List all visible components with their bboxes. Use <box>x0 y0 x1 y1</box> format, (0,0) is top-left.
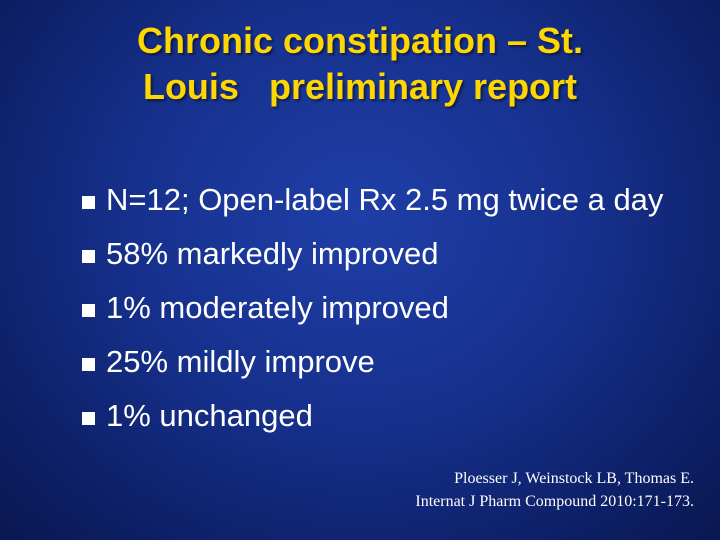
bullet-text: 25% mildly improve <box>106 344 375 379</box>
bullet-text: N=12; Open-label Rx 2.5 mg twice a day <box>106 182 664 217</box>
bullet-item-3: 1% moderately improved <box>82 288 712 328</box>
slide-title: Chronic constipation – St. Louis prelimi… <box>0 18 720 110</box>
square-bullet-icon <box>82 304 95 317</box>
bullet-item-2: 58% markedly improved <box>82 234 712 274</box>
bullet-text: 1% moderately improved <box>106 290 449 325</box>
square-bullet-icon <box>82 358 95 371</box>
slide-title-line-2: Louis preliminary report <box>142 66 578 107</box>
citation-line-2: Internat J Pharm Compound 2010:171-173. <box>415 493 694 510</box>
square-bullet-icon <box>82 250 95 263</box>
bullet-text: 58% markedly improved <box>106 236 439 271</box>
bullet-item-5: 1% unchanged <box>82 396 712 436</box>
citation-line-1: Ploesser J, Weinstock LB, Thomas E. <box>454 470 694 487</box>
square-bullet-icon <box>82 412 95 425</box>
bullet-text: 1% unchanged <box>106 398 313 433</box>
bullet-item-1: N=12; Open-label Rx 2.5 mg twice a day <box>82 180 712 220</box>
slide-title-line-1: Chronic constipation – St. <box>136 20 584 61</box>
square-bullet-icon <box>82 196 95 209</box>
bullet-list: N=12; Open-label Rx 2.5 mg twice a day 5… <box>82 180 712 450</box>
bullet-item-4: 25% mildly improve <box>82 342 712 382</box>
citation: Ploesser J, Weinstock LB, Thomas E. Inte… <box>334 467 694 513</box>
